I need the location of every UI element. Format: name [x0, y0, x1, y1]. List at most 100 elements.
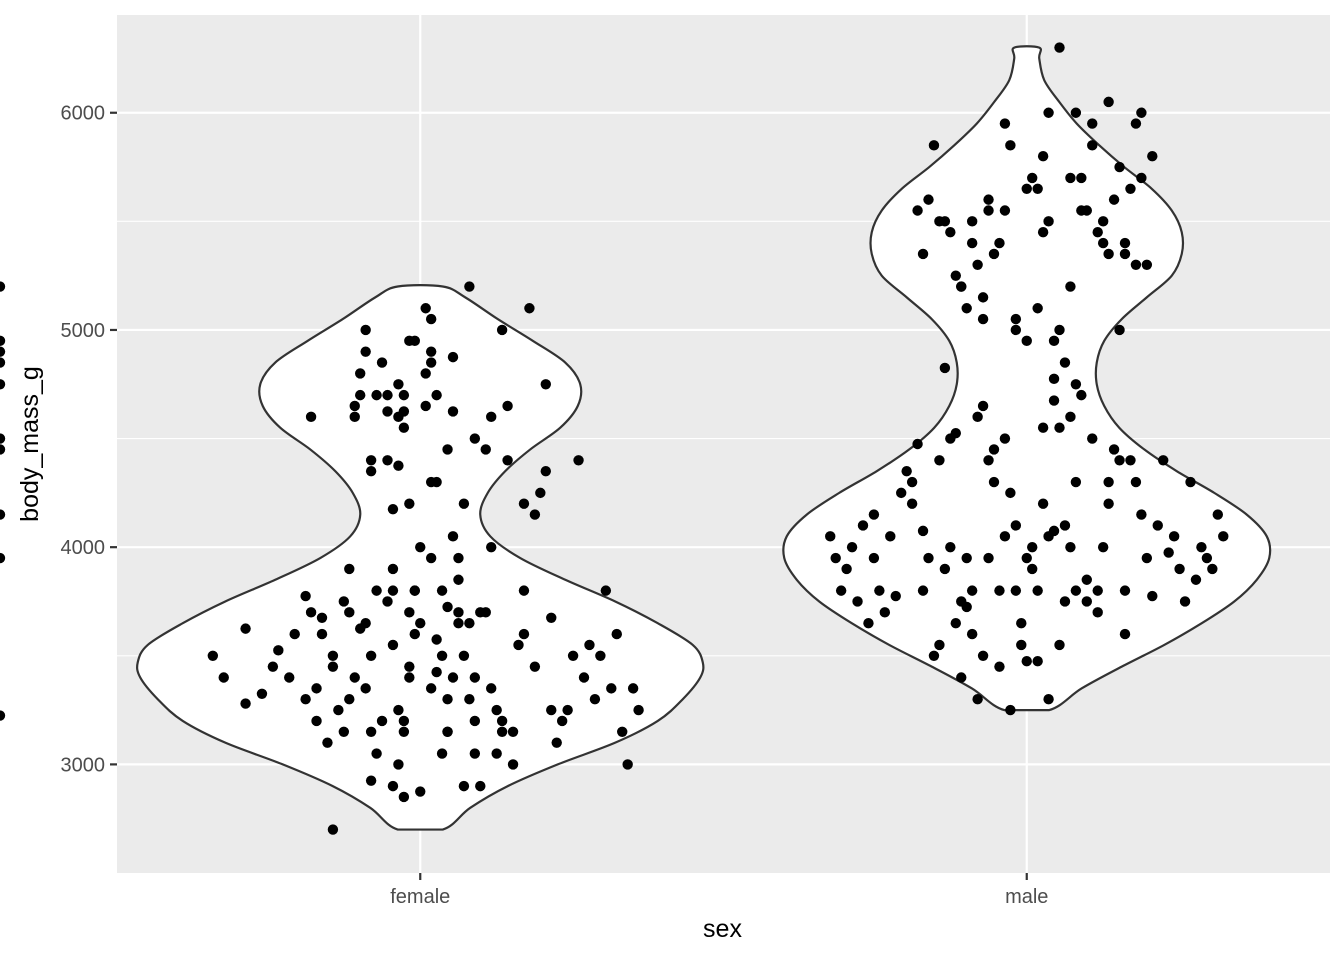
- data-point-female: [573, 455, 584, 466]
- data-point-female: [0, 346, 6, 357]
- data-point-female: [305, 607, 317, 618]
- data-point-female: [360, 346, 371, 357]
- data-point-female: [393, 379, 404, 390]
- data-point-male: [1168, 531, 1180, 542]
- data-point-female: [398, 726, 410, 738]
- data-point-female: [431, 389, 442, 401]
- data-point-female: [355, 389, 366, 401]
- data-point-female: [535, 487, 546, 499]
- data-point-female: [453, 552, 464, 564]
- data-point-male: [966, 216, 978, 227]
- data-point-female: [305, 411, 317, 423]
- data-point-male: [1108, 194, 1120, 205]
- data-point-male: [1027, 172, 1038, 184]
- data-point-female: [387, 585, 399, 596]
- data-point-female: [393, 759, 404, 770]
- data-point-female: [442, 694, 453, 705]
- data-point-male: [961, 601, 972, 613]
- data-point-male: [977, 292, 989, 303]
- data-point-male: [1021, 335, 1032, 347]
- data-point-female: [256, 688, 268, 699]
- data-point-male: [1070, 107, 1082, 118]
- data-point-female: [365, 775, 377, 786]
- data-point-male: [852, 596, 863, 607]
- data-point-female: [491, 704, 502, 716]
- data-point-female: [349, 400, 360, 412]
- data-point-male: [1010, 324, 1022, 336]
- data-point-male: [999, 531, 1011, 542]
- data-point-male: [1212, 509, 1223, 520]
- data-point-female: [540, 465, 551, 477]
- data-point-male: [1059, 596, 1071, 607]
- data-point-female: [606, 683, 617, 694]
- data-point-male: [912, 205, 923, 216]
- data-point-male: [966, 585, 978, 596]
- data-point-female: [0, 281, 6, 292]
- data-point-female: [524, 303, 535, 314]
- data-point-male: [1130, 476, 1142, 488]
- x-tick-label: male: [1005, 886, 1048, 908]
- data-point-male: [1032, 585, 1043, 596]
- data-point-male: [1027, 563, 1038, 575]
- data-point-male: [1021, 183, 1032, 194]
- data-point-female: [360, 324, 371, 336]
- data-point-female: [327, 824, 339, 835]
- data-point-male: [1037, 227, 1049, 238]
- data-point-male: [966, 628, 978, 640]
- data-point-female: [431, 634, 442, 645]
- data-point-female: [496, 715, 508, 727]
- data-point-female: [387, 563, 399, 575]
- data-point-male: [1070, 585, 1082, 596]
- data-point-male: [1021, 552, 1032, 564]
- data-point-male: [885, 531, 896, 542]
- axes: 3000 4000 5000 6000 female male: [61, 103, 1049, 908]
- data-point-male: [1152, 520, 1163, 531]
- data-point-female: [218, 672, 229, 683]
- data-point-male: [950, 427, 961, 439]
- x-tick-label: female: [390, 886, 450, 908]
- data-point-male: [1032, 183, 1043, 194]
- data-point-male: [928, 140, 940, 151]
- data-point-male: [1097, 541, 1109, 553]
- data-point-female: [415, 618, 426, 629]
- data-point-female: [393, 704, 404, 716]
- data-point-male: [956, 281, 967, 292]
- data-point-female: [300, 694, 311, 705]
- data-point-male: [1163, 547, 1174, 558]
- data-point-female: [420, 400, 431, 412]
- data-point-female: [627, 683, 639, 694]
- data-point-female: [611, 628, 622, 640]
- data-point-female: [562, 704, 573, 716]
- data-point-male: [1005, 704, 1016, 716]
- data-point-female: [486, 541, 497, 553]
- data-point-female: [469, 748, 481, 759]
- data-point-male: [950, 618, 961, 629]
- data-point-male: [1119, 585, 1131, 596]
- data-point-male: [1136, 172, 1147, 184]
- data-point-female: [404, 672, 415, 683]
- data-point-female: [398, 715, 410, 727]
- data-point-male: [1010, 313, 1022, 325]
- data-point-male: [988, 248, 1000, 260]
- data-point-female: [447, 672, 459, 683]
- data-point-male: [1147, 150, 1158, 162]
- data-point-female: [507, 726, 519, 738]
- data-point-male: [841, 563, 852, 575]
- data-point-male: [956, 672, 967, 683]
- data-point-female: [240, 623, 251, 634]
- data-point-female: [529, 509, 541, 520]
- data-point-male: [1043, 694, 1054, 705]
- data-point-male: [917, 585, 929, 596]
- data-point-male: [988, 476, 1000, 488]
- data-point-male: [917, 525, 929, 537]
- data-point-male: [846, 541, 858, 553]
- data-point-male: [1136, 509, 1147, 520]
- data-point-male: [1065, 172, 1076, 184]
- data-point-male: [1087, 118, 1098, 129]
- data-point-male: [1032, 303, 1043, 314]
- data-point-female: [300, 590, 311, 602]
- data-point-male: [1201, 552, 1213, 564]
- data-point-female: [486, 411, 497, 423]
- data-point-female: [622, 759, 633, 770]
- data-point-female: [344, 607, 355, 618]
